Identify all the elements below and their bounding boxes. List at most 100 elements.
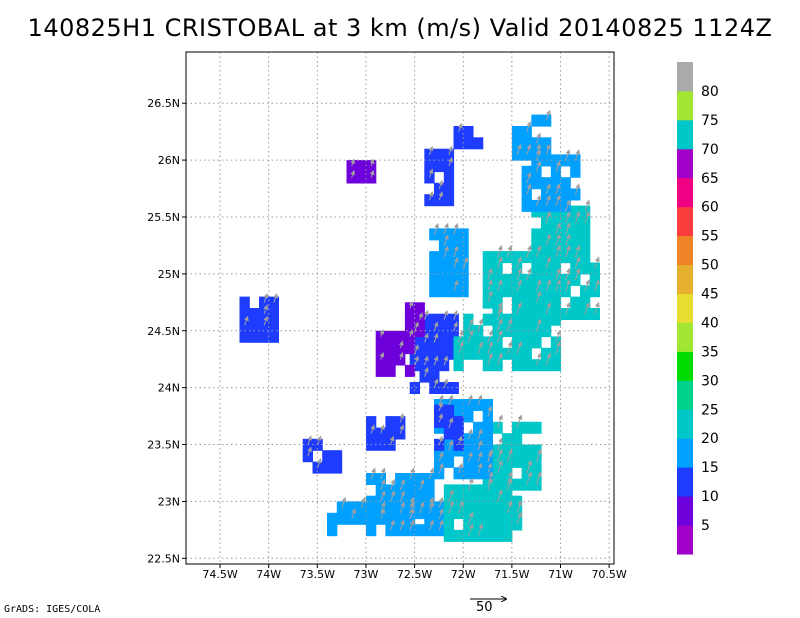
wind-cell	[424, 160, 435, 173]
wind-cell	[346, 512, 357, 525]
wind-cell	[570, 165, 581, 178]
colorbar-swatch	[677, 264, 693, 294]
wind-cell	[492, 444, 503, 457]
wind-cell	[521, 359, 532, 372]
wind-cell	[541, 177, 552, 190]
y-tick-label: 26.5N	[147, 97, 180, 110]
wind-vector	[438, 496, 444, 508]
wind-cell	[424, 473, 435, 485]
wind-cell	[443, 194, 455, 207]
wind-vector	[477, 451, 483, 463]
wind-vector	[487, 279, 493, 292]
wind-cell	[560, 154, 571, 167]
wind-cell	[550, 308, 562, 320]
wind-cell	[550, 177, 562, 190]
wind-vector	[398, 352, 404, 360]
wind-cell	[395, 416, 406, 429]
wind-vector	[497, 256, 503, 269]
wind-vector	[263, 304, 269, 315]
wind-vector	[423, 355, 429, 366]
wind-cell	[541, 137, 552, 150]
wind-vector	[574, 149, 580, 161]
wind-vector	[477, 428, 483, 440]
wind-cell	[473, 137, 484, 150]
colorbar-label: 70	[701, 142, 719, 158]
wind-cell	[331, 450, 343, 463]
wind-cell	[541, 251, 552, 264]
y-tick-label: 26N	[158, 154, 180, 167]
wind-cell	[395, 484, 406, 497]
wind-vector	[341, 496, 347, 508]
wind-vector	[497, 301, 503, 315]
wind-vector	[555, 267, 561, 281]
wind-vector	[516, 414, 523, 428]
wind-cell	[531, 262, 542, 275]
wind-cell	[570, 154, 581, 167]
wind-vector	[390, 490, 396, 502]
wind-vector	[526, 460, 533, 474]
wind-vector	[423, 310, 429, 320]
wind-cell	[589, 273, 600, 286]
wind-vector	[487, 405, 493, 417]
wind-vector	[438, 179, 444, 189]
wind-vector	[526, 172, 532, 184]
wind-vector	[497, 460, 503, 474]
wind-vector	[506, 318, 513, 332]
wind-cell	[560, 199, 571, 212]
wind-vector	[409, 496, 415, 508]
colorbar-label: 10	[701, 489, 719, 505]
wind-cell	[366, 501, 377, 514]
wind-cell	[541, 148, 552, 161]
wind-vector	[477, 394, 483, 406]
wind-cell	[424, 171, 435, 184]
wind-cell	[463, 455, 474, 468]
wind-cell	[570, 308, 581, 320]
wind-vector	[545, 210, 552, 224]
wind-vector	[443, 378, 449, 389]
wind-cell	[434, 512, 445, 525]
wind-cell	[404, 342, 416, 355]
wind-cell	[502, 478, 513, 491]
wind-vector	[574, 245, 581, 258]
wind-vector	[467, 318, 474, 332]
wind-cell	[580, 239, 591, 252]
wind-cell	[366, 524, 377, 537]
wind-cell	[453, 484, 464, 497]
wind-cell	[463, 336, 474, 349]
x-tick-label: 73W	[354, 568, 379, 581]
wind-cell	[521, 336, 532, 349]
wind-cell	[531, 137, 542, 150]
colorbar-swatch	[677, 438, 693, 468]
wind-cell	[502, 455, 513, 468]
wind-cell	[438, 313, 450, 326]
wind-cell	[531, 251, 542, 264]
y-tick-label: 24N	[158, 382, 180, 395]
wind-vector	[487, 477, 493, 491]
wind-vector	[467, 394, 473, 406]
wind-cell	[473, 421, 484, 434]
wind-cell	[438, 273, 450, 286]
wind-cell	[346, 501, 357, 514]
wind-vector	[506, 341, 513, 354]
wind-cell	[541, 228, 552, 241]
wind-vector	[408, 300, 414, 309]
wind-cell	[531, 421, 542, 434]
wind-cell	[268, 319, 279, 332]
wind-vector	[438, 435, 444, 445]
wind-vector	[380, 467, 386, 480]
wind-cell	[453, 438, 464, 451]
colorbar-label: 50	[701, 258, 719, 274]
wind-vector	[448, 500, 455, 514]
wind-cell	[429, 262, 440, 275]
wind-vector	[565, 233, 571, 246]
colorbar-swatch	[677, 409, 693, 439]
wind-vector	[438, 191, 444, 201]
wind-cell	[521, 199, 532, 212]
wind-cell	[560, 308, 571, 320]
wind-cell	[570, 188, 581, 201]
wind-vector	[497, 352, 503, 366]
wind-cell	[434, 455, 445, 468]
colorbar-swatch	[677, 496, 693, 526]
wind-cell	[453, 467, 464, 480]
